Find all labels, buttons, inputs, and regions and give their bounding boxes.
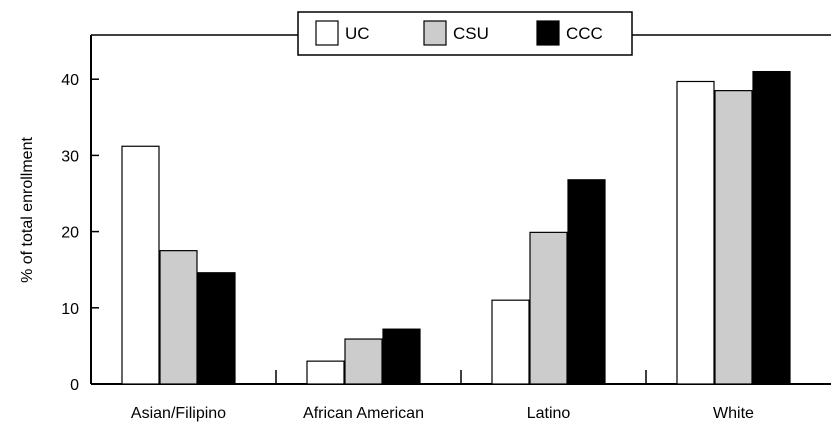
- legend-swatch-ccc: [536, 20, 560, 46]
- bar-csu: [159, 250, 198, 385]
- x-tick-label: White: [713, 405, 754, 422]
- y-tick-label: 40: [61, 72, 79, 89]
- x-tick-label: Asian/Filipino: [131, 405, 226, 422]
- bar-uc: [676, 80, 715, 385]
- bar-ccc: [752, 70, 791, 385]
- chart-bars: [121, 70, 791, 385]
- bar-ccc: [197, 272, 236, 385]
- bar-ccc: [567, 179, 606, 385]
- y-tick-label: 10: [61, 301, 79, 318]
- legend-label-csu: CSU: [453, 24, 489, 43]
- y-tick-label: 20: [61, 225, 79, 242]
- bar-uc: [121, 145, 160, 385]
- legend-box: [297, 11, 633, 56]
- y-tick-label: 0: [70, 377, 79, 394]
- bar-ccc: [382, 328, 421, 385]
- legend-swatch-csu: [423, 20, 447, 46]
- y-axis-label: % of total enrollment: [19, 137, 36, 283]
- x-tick-label: Latino: [527, 405, 571, 422]
- y-tick-label: 30: [61, 148, 79, 165]
- bar-csu: [529, 231, 568, 385]
- x-tick-label: African American: [303, 405, 424, 422]
- chart-ticks: 0 10 20 30 40 Asian/Filipino African American L…: [61, 72, 754, 422]
- legend-label-uc: UC: [345, 24, 370, 43]
- legend-label-ccc: CCC: [566, 24, 603, 43]
- legend-swatch-uc: [315, 20, 339, 46]
- bar-uc: [306, 360, 345, 385]
- bar-csu: [714, 90, 753, 385]
- chart-legend: UC CSU CCC: [297, 11, 633, 56]
- bar-csu: [344, 338, 383, 385]
- bar-uc: [491, 299, 530, 385]
